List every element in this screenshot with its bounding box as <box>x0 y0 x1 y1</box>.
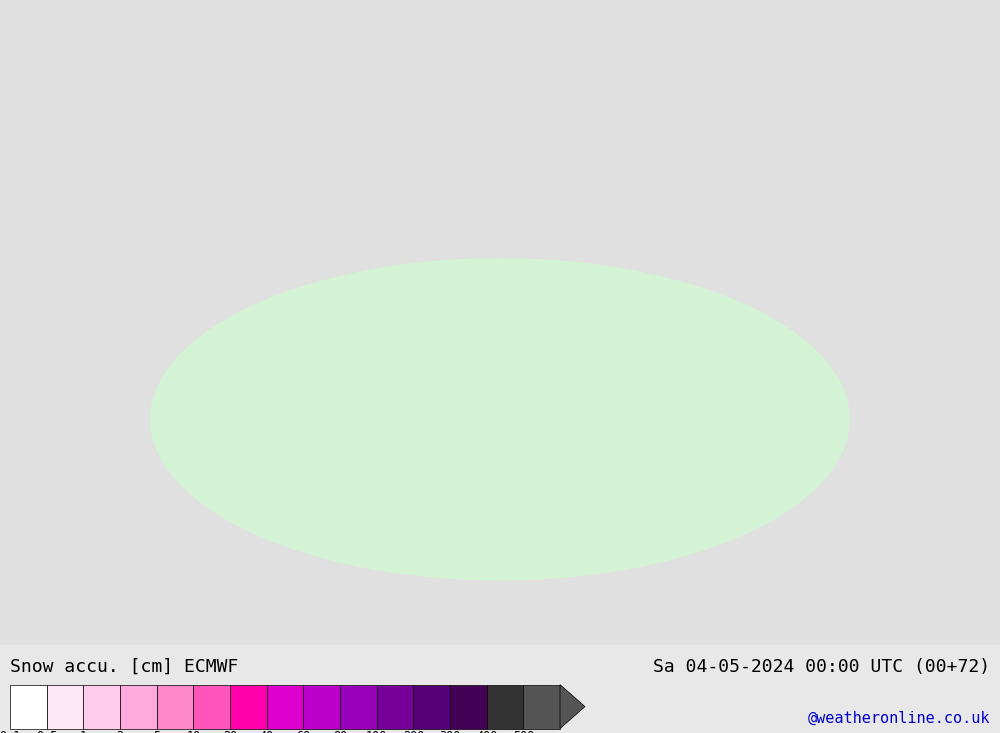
Text: 500: 500 <box>513 730 534 733</box>
Text: 1: 1 <box>80 730 87 733</box>
Bar <box>377 685 413 729</box>
Bar <box>413 685 450 729</box>
Text: 20: 20 <box>223 730 237 733</box>
Bar <box>47 685 83 729</box>
Text: 300: 300 <box>439 730 461 733</box>
Text: 400: 400 <box>476 730 497 733</box>
Bar <box>83 685 120 729</box>
Text: 2: 2 <box>116 730 124 733</box>
Text: 0.1: 0.1 <box>0 730 21 733</box>
Bar <box>450 685 487 729</box>
Bar <box>303 685 340 729</box>
Text: 10: 10 <box>186 730 200 733</box>
Bar <box>267 685 303 729</box>
Text: Snow accu. [cm] ECMWF: Snow accu. [cm] ECMWF <box>10 658 238 677</box>
Text: 100: 100 <box>366 730 387 733</box>
Bar <box>157 685 193 729</box>
Bar <box>193 685 230 729</box>
Text: 80: 80 <box>333 730 347 733</box>
Polygon shape <box>560 685 585 729</box>
Bar <box>340 685 377 729</box>
Bar <box>10 685 47 729</box>
Text: Sa 04-05-2024 00:00 UTC (00+72): Sa 04-05-2024 00:00 UTC (00+72) <box>653 658 990 677</box>
Text: 40: 40 <box>260 730 274 733</box>
Bar <box>487 685 523 729</box>
Text: @weatheronline.co.uk: @weatheronline.co.uk <box>808 711 990 726</box>
Text: 200: 200 <box>403 730 424 733</box>
Text: 60: 60 <box>296 730 310 733</box>
Bar <box>230 685 267 729</box>
Bar <box>120 685 157 729</box>
Text: 5: 5 <box>153 730 160 733</box>
Ellipse shape <box>150 258 850 581</box>
Text: 0.5: 0.5 <box>36 730 57 733</box>
Bar <box>523 685 560 729</box>
